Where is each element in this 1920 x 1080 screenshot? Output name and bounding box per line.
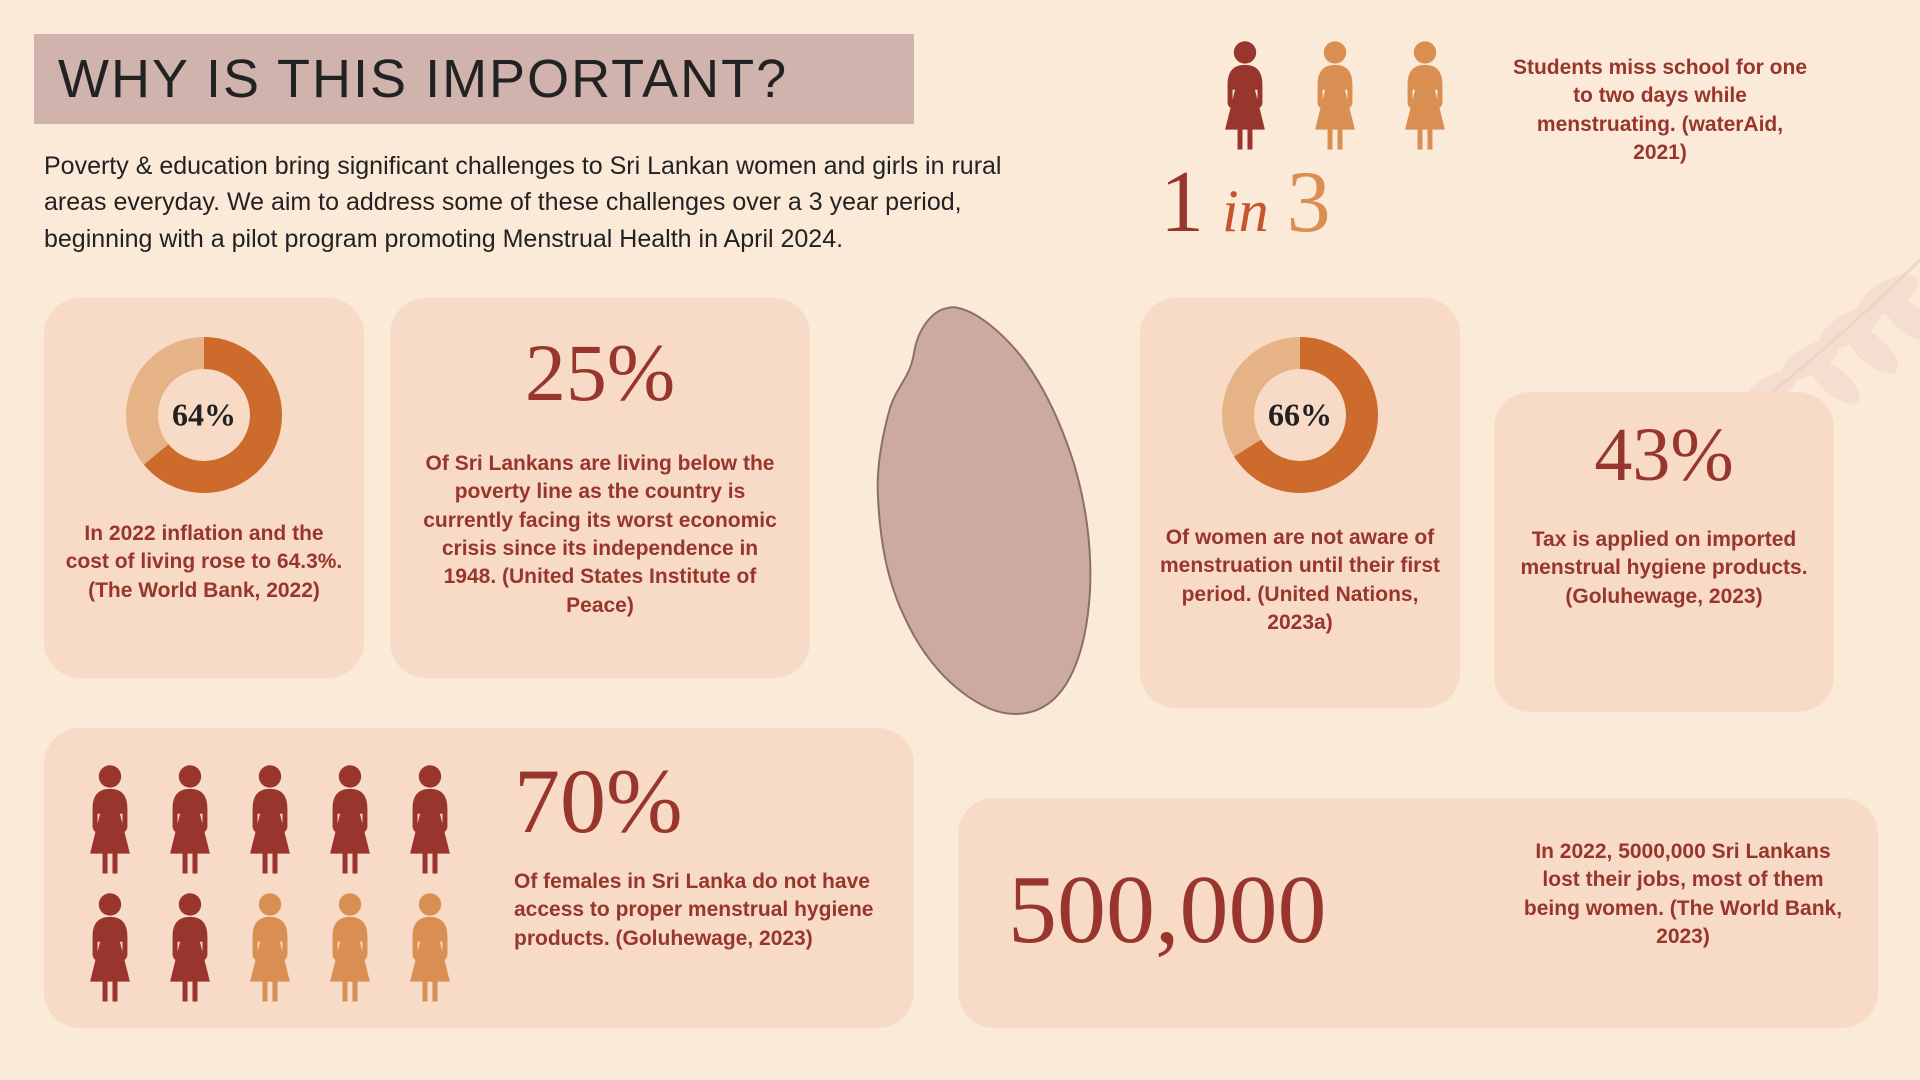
- stat-card-70: 70% Of females in Sri Lanka do not have …: [44, 728, 914, 1028]
- stat-70-big: 70%: [514, 748, 683, 854]
- person-icons-row: [1200, 40, 1470, 157]
- person-icon: [1218, 40, 1272, 152]
- stat-25-text: Of Sri Lankans are living below the pove…: [418, 450, 782, 620]
- stat-card-43: 43% Tax is applied on imported menstrual…: [1494, 392, 1834, 712]
- page-title: WHY IS THIS IMPORTANT?: [58, 48, 788, 110]
- person-icon: [1398, 40, 1452, 152]
- stat-1in3-number: 1 in 3: [1160, 152, 1331, 253]
- sri-lanka-map-icon: [838, 298, 1118, 728]
- donut-66-label: 66%: [1268, 397, 1332, 434]
- person-icon: [164, 764, 216, 876]
- word-in: in: [1222, 177, 1269, 246]
- stat-card-25: 25% Of Sri Lankans are living below the …: [390, 298, 810, 678]
- stat-25-big: 25%: [390, 326, 810, 420]
- person-icon: [244, 892, 296, 1004]
- person-icon: [164, 892, 216, 1004]
- person-icon: [404, 892, 456, 1004]
- person-icon: [324, 764, 376, 876]
- donut-64: 64%: [119, 330, 289, 500]
- stat-card-66: 66% Of women are not aware of menstruati…: [1140, 298, 1460, 708]
- stat-card-500k: 500,000 In 2022, 5000,000 Sri Lankans lo…: [958, 798, 1878, 1028]
- stat-500k-text: In 2022, 5000,000 Sri Lankans lost their…: [1518, 838, 1848, 951]
- stat-66-text: Of women are not aware of menstruation u…: [1160, 524, 1440, 637]
- donut-64-label: 64%: [172, 397, 236, 434]
- person-icons-grid: [84, 764, 484, 1012]
- stat-500k-big: 500,000: [1008, 854, 1327, 966]
- stat-43-big: 43%: [1494, 412, 1834, 499]
- donut-66: 66%: [1215, 330, 1385, 500]
- stat-43-text: Tax is applied on imported menstrual hyg…: [1520, 526, 1808, 611]
- title-bar: WHY IS THIS IMPORTANT?: [34, 34, 914, 124]
- digit-1: 1: [1160, 152, 1204, 253]
- digit-3: 3: [1287, 152, 1331, 253]
- stat-1in3-text: Students miss school for one to two days…: [1510, 54, 1810, 167]
- person-icon: [244, 764, 296, 876]
- stat-70-text: Of females in Sri Lanka do not have acce…: [514, 868, 884, 953]
- stat-64-text: In 2022 inflation and the cost of living…: [62, 520, 346, 605]
- intro-text: Poverty & education bring significant ch…: [44, 148, 1014, 257]
- stat-card-64: 64% In 2022 inflation and the cost of li…: [44, 298, 364, 678]
- person-icon: [84, 892, 136, 1004]
- person-icon: [1308, 40, 1362, 152]
- person-icon: [84, 764, 136, 876]
- person-icon: [404, 764, 456, 876]
- person-icon: [324, 892, 376, 1004]
